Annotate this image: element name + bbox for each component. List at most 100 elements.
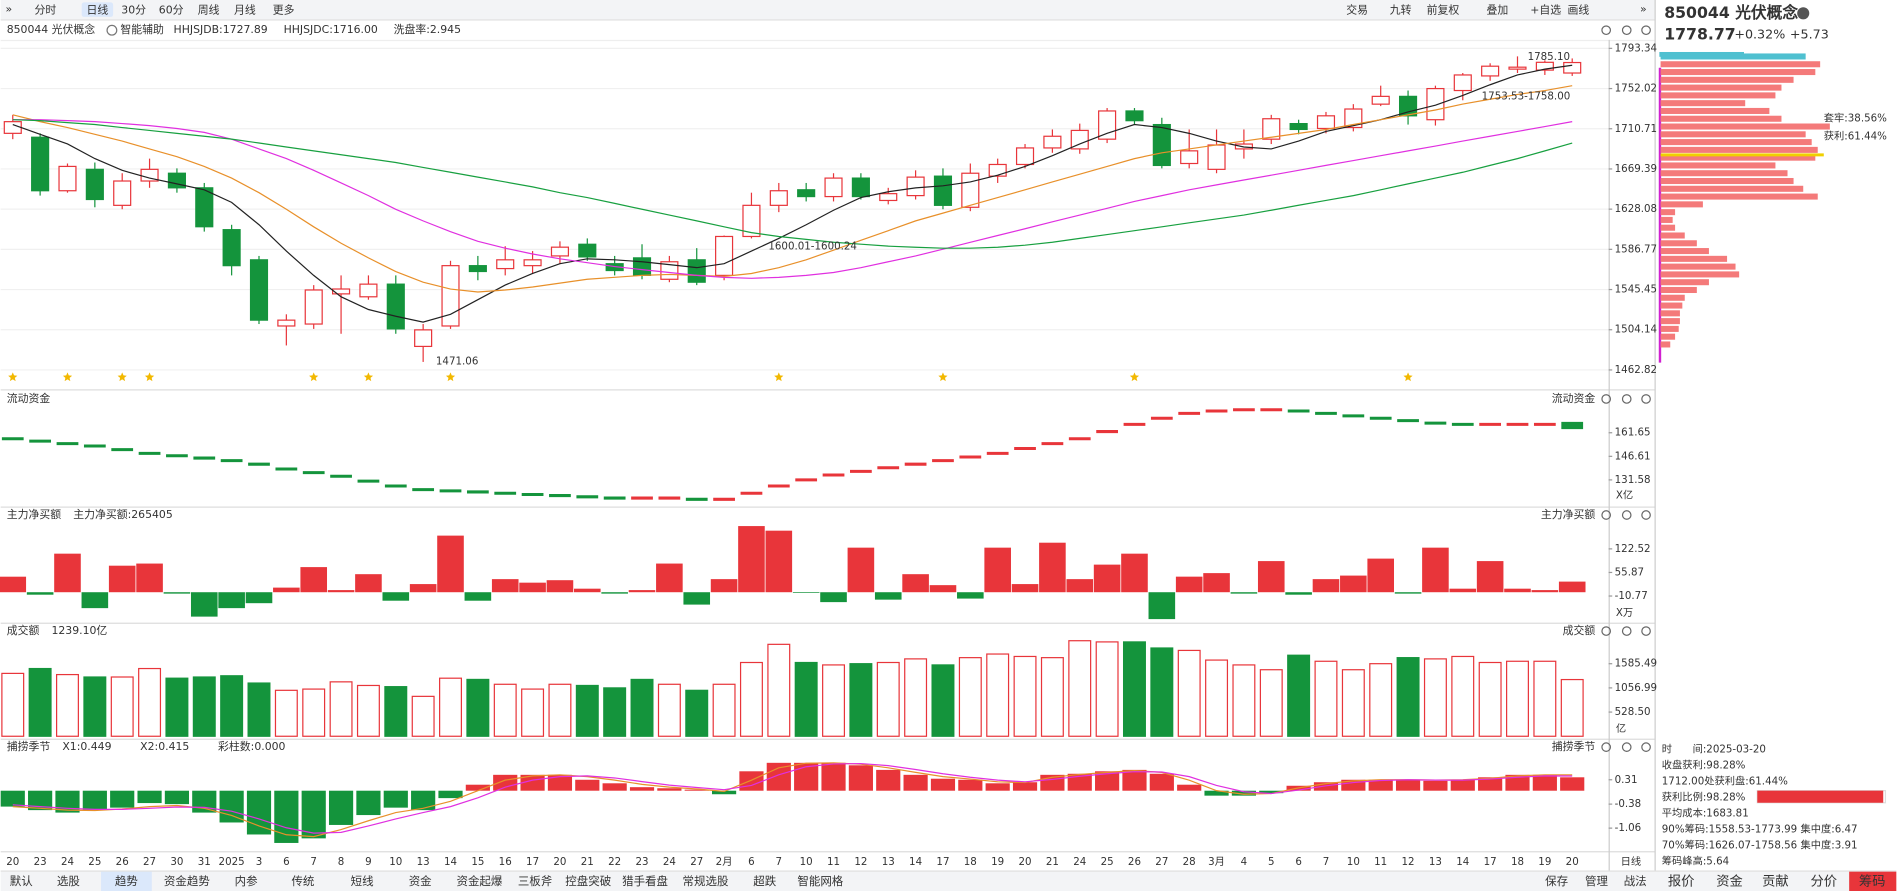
bottom-tab[interactable]: 常规选股: [683, 874, 729, 888]
bottom-tab[interactable]: 超跌: [753, 874, 776, 888]
indicator-bar: [712, 790, 737, 795]
panel-icon[interactable]: [1621, 394, 1632, 404]
panel-icon[interactable]: [1601, 25, 1612, 36]
bottom-tab[interactable]: 传统: [291, 874, 314, 888]
period-tab[interactable]: 60分: [159, 3, 184, 16]
bottom-tab[interactable]: 默认: [10, 874, 33, 888]
panel-icon[interactable]: [1641, 626, 1651, 636]
volume-bar: [302, 688, 326, 737]
indicator-bar: [547, 774, 573, 791]
side-tab[interactable]: 分价: [1810, 873, 1837, 889]
bottom-tab[interactable]: 短线: [351, 874, 374, 888]
chip-bar: [1660, 271, 1740, 278]
bottom-tab[interactable]: 内参: [235, 874, 258, 888]
collapse-icon[interactable]: »: [6, 3, 13, 16]
period-tab[interactable]: 日线: [87, 2, 109, 16]
tool-button[interactable]: 交易: [1346, 2, 1368, 16]
panel-icon[interactable]: [1621, 25, 1632, 36]
panel-icon[interactable]: [1641, 510, 1651, 520]
volume-bar: [575, 684, 599, 737]
x-tick-label: 16: [499, 856, 512, 868]
signal-star: [363, 372, 374, 382]
side-tab[interactable]: 报价: [1668, 873, 1695, 889]
tool-button[interactable]: 前复权: [1427, 2, 1460, 16]
bottom-tab[interactable]: 选股: [57, 874, 80, 888]
volume-bar: [1122, 641, 1146, 737]
panel-legend-item: X2:0.415: [140, 740, 189, 753]
panel-icon[interactable]: [1601, 510, 1612, 520]
panel-icon[interactable]: [1601, 742, 1612, 752]
assist-icon[interactable]: [106, 24, 118, 36]
panel-icon[interactable]: [1601, 394, 1612, 404]
bottom-action[interactable]: 管理: [1585, 874, 1608, 888]
period-tab[interactable]: 更多: [273, 2, 295, 16]
y-tick-label: -1.06: [1615, 822, 1642, 834]
indicator-bar: [739, 771, 764, 791]
bottom-tab[interactable]: 猎手看盘: [622, 874, 668, 888]
net-buy-bar: [902, 574, 929, 593]
panel-icon[interactable]: [1621, 742, 1632, 752]
bottom-action[interactable]: 战法: [1624, 874, 1647, 888]
side-tab[interactable]: 资金: [1716, 873, 1743, 889]
net-buy-bar: [300, 567, 328, 593]
panel-icon[interactable]: [1641, 394, 1651, 404]
candle-body: [715, 235, 734, 276]
indicator-bar: [985, 783, 1010, 791]
net-buy-bar: [273, 587, 300, 593]
side-tab[interactable]: 贡献: [1762, 873, 1789, 889]
volume-bar: [1423, 658, 1447, 737]
panel-icon[interactable]: [1621, 626, 1632, 636]
price-annotation: 1471.06: [436, 355, 478, 367]
candle-body: [222, 229, 241, 267]
net-buy-bar: [957, 592, 984, 599]
net-buy-bar: [1340, 575, 1367, 593]
period-tab[interactable]: 30分: [121, 3, 146, 16]
assist-label[interactable]: 智能辅助: [120, 22, 164, 36]
panel-icon[interactable]: [1641, 742, 1651, 752]
bottom-tab[interactable]: 智能网格: [797, 874, 843, 888]
indicator-bar: [876, 769, 901, 791]
bottom-tab[interactable]: 控盘突破: [565, 874, 611, 888]
candle-body: [1563, 61, 1582, 74]
bottom-tab[interactable]: 资金: [409, 874, 432, 888]
x-tick-label: 14: [909, 856, 922, 868]
net-buy-bar: [710, 579, 738, 593]
bottom-tab[interactable]: 趋势: [115, 874, 138, 888]
volume-bar: [657, 683, 681, 737]
panel-icon[interactable]: [1601, 626, 1612, 636]
indicator-line: [12, 762, 1573, 838]
expand-icon[interactable]: »: [1640, 3, 1647, 16]
side-tab[interactable]: 筹码: [1859, 872, 1886, 889]
panel-icon[interactable]: [1641, 25, 1651, 36]
candle-body: [195, 187, 214, 228]
legend-item: HHJSJDB:1727.89: [174, 23, 268, 36]
info-icon[interactable]: [1797, 7, 1810, 20]
period-tab[interactable]: 月线: [234, 2, 256, 16]
net-buy-bar: [437, 535, 464, 593]
volume-bar: [1013, 655, 1037, 737]
indicator-bar: [82, 790, 107, 811]
panel-icon[interactable]: [1621, 510, 1632, 520]
tool-button[interactable]: 九转: [1390, 2, 1412, 16]
period-tab[interactable]: 周线: [198, 2, 220, 16]
bottom-tab[interactable]: 三板斧: [518, 874, 553, 888]
tool-button[interactable]: +自选: [1530, 3, 1561, 16]
bottom-tab[interactable]: 资金起爆: [456, 874, 502, 888]
tool-button[interactable]: 画线: [1567, 2, 1589, 16]
volume-bar: [685, 689, 709, 737]
candle-body: [1070, 129, 1089, 150]
volume-bar: [767, 643, 791, 737]
chip-bar: [1660, 263, 1736, 270]
tool-button[interactable]: 叠加: [1486, 3, 1508, 16]
bottom-tab[interactable]: 资金趋势: [164, 874, 210, 888]
candle-body: [1152, 123, 1171, 167]
chip-info: 70%筹码:1626.07-1758.56 集中度:3.91: [1662, 838, 1858, 851]
bottom-action[interactable]: 保存: [1545, 874, 1568, 888]
volume-bar: [1205, 659, 1229, 737]
candle-body: [742, 204, 761, 238]
chip-info: 90%筹码:1558.53-1773.99 集中度:6.47: [1662, 822, 1858, 835]
period-tab[interactable]: 分时: [35, 3, 57, 16]
volume-bar: [548, 683, 572, 737]
net-buy-bar: [464, 592, 492, 601]
candle-body: [1481, 65, 1500, 77]
